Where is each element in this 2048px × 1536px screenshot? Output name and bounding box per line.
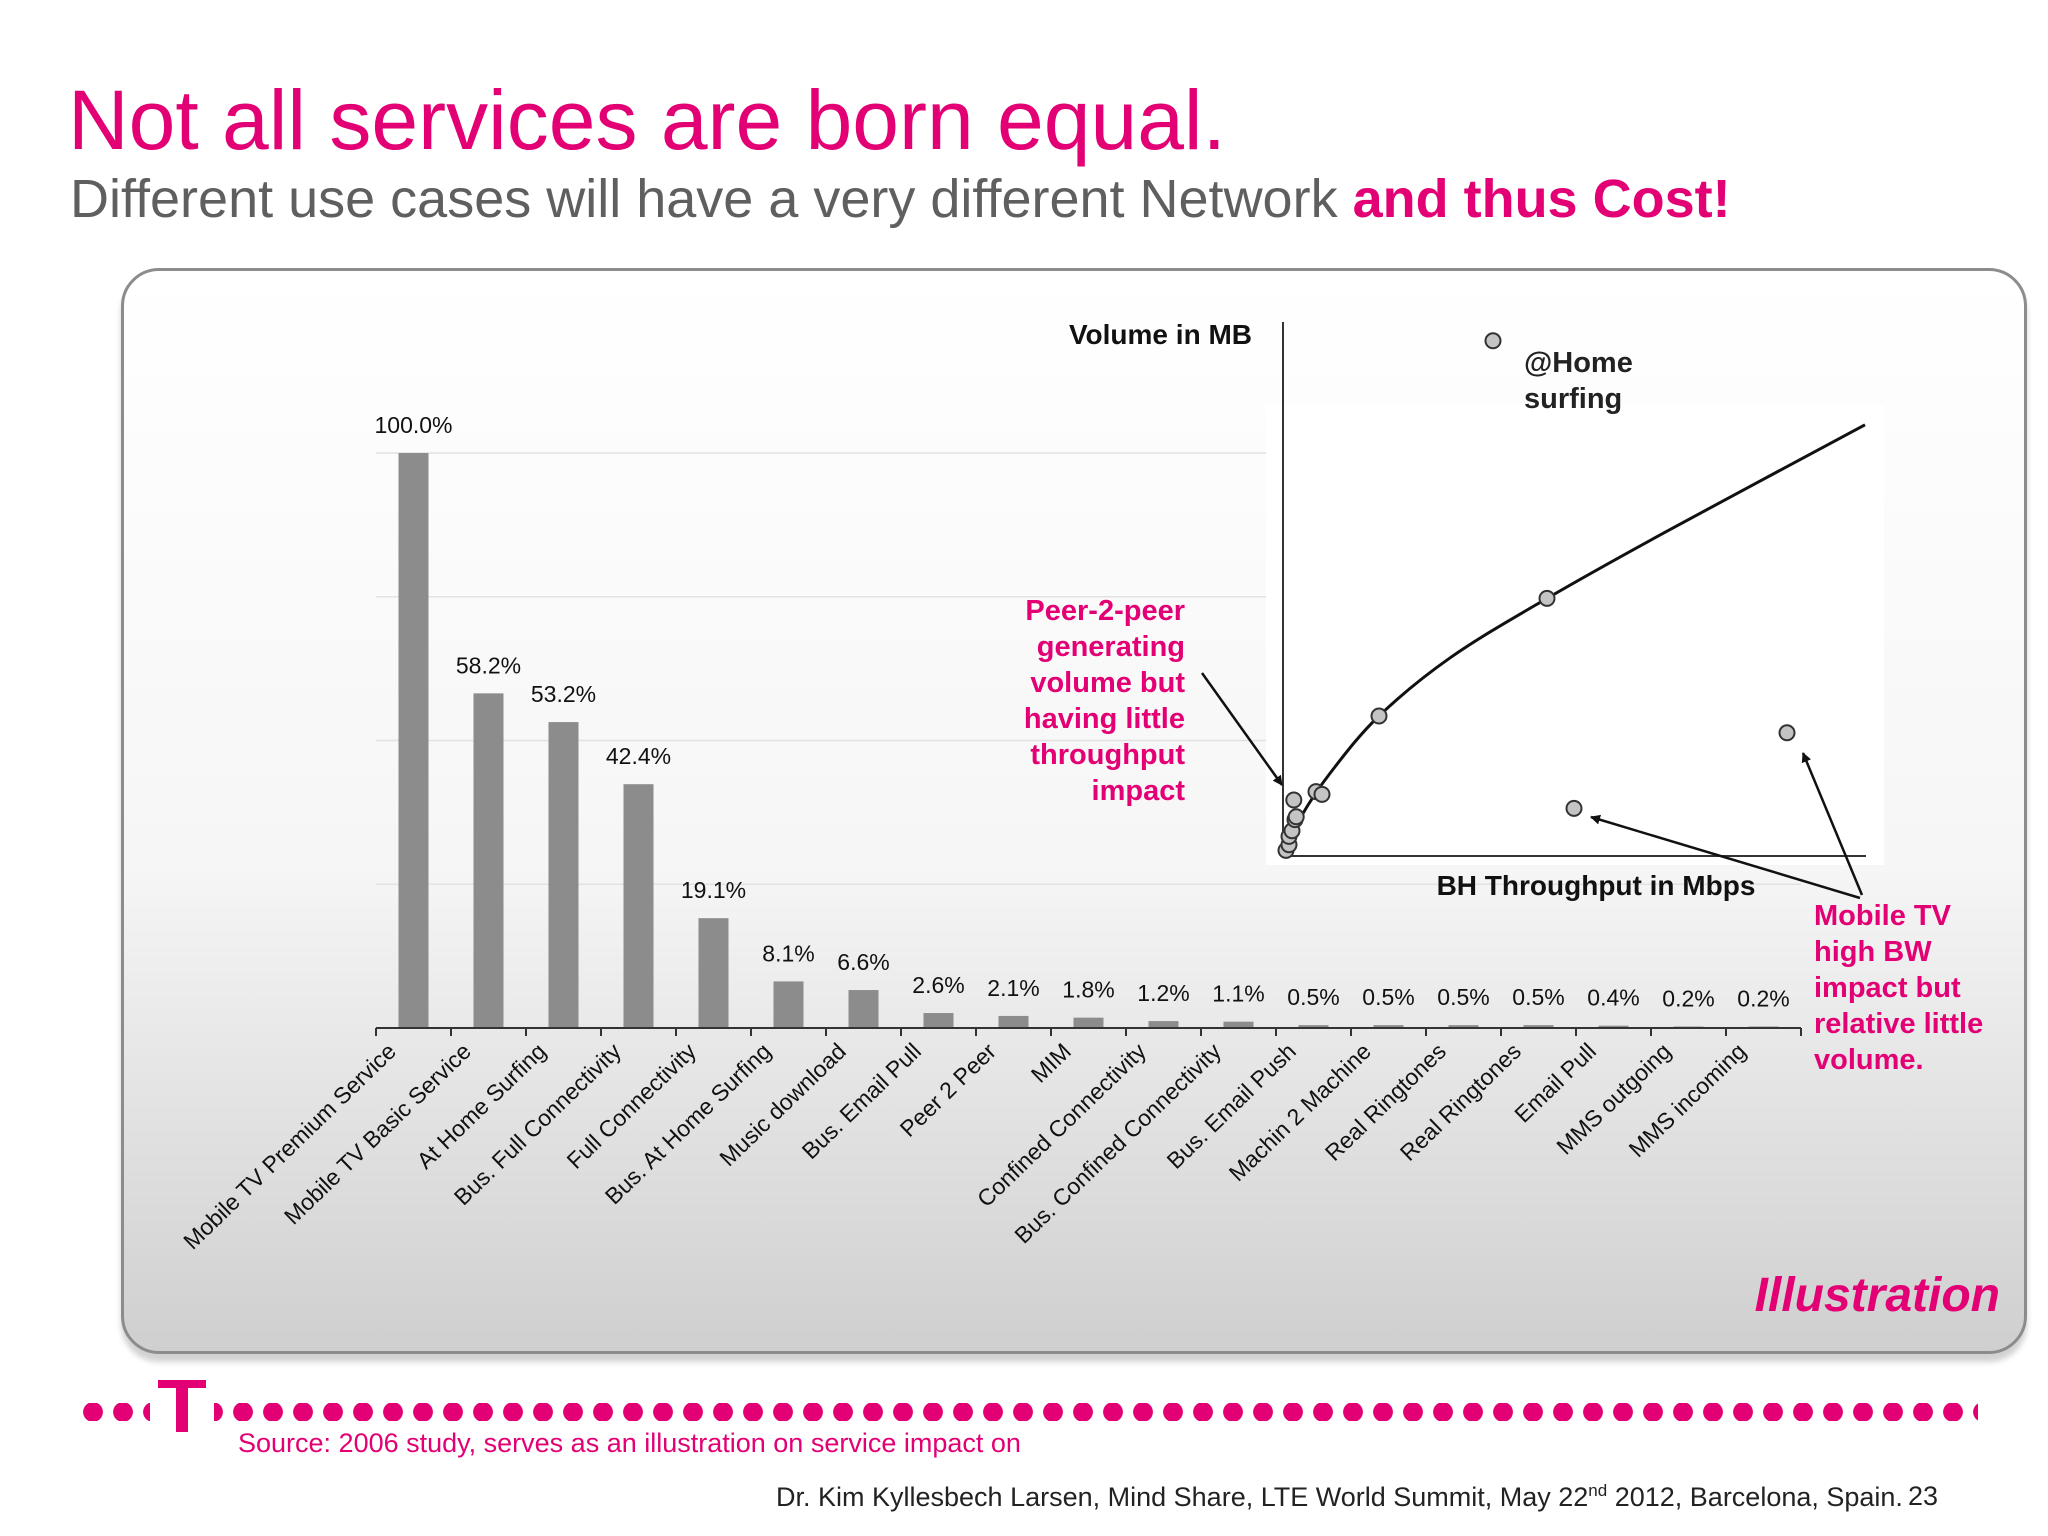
bar xyxy=(1598,1025,1629,1028)
slide-title: Not all services are born equal. xyxy=(68,73,1226,167)
scatter-point xyxy=(1538,589,1556,607)
bar-data-label: 0.5% xyxy=(1512,984,1564,1010)
credit-text: Dr. Kim Kyllesbech Larsen, Mind Share, L… xyxy=(776,1482,1589,1512)
bar-data-label: 2.6% xyxy=(912,972,964,998)
bar-data-label: 1.2% xyxy=(1137,980,1189,1006)
bar xyxy=(923,1013,954,1028)
bar xyxy=(698,918,729,1028)
presenter-credit: Dr. Kim Kyllesbech Larsen, Mind Share, L… xyxy=(776,1481,1903,1513)
annotation-line: volume. xyxy=(1814,1044,1924,1076)
bar-data-label: 6.6% xyxy=(837,949,889,975)
bar xyxy=(1298,1025,1329,1028)
bar xyxy=(1223,1021,1254,1028)
annotation-mobile-tv: Mobile TV high BW impact but relative littl… xyxy=(1814,900,1983,1076)
arrow-peer-2-peer xyxy=(1200,672,1284,786)
scatter-annotations: @Home surfing Peer-2-peer generating volume… xyxy=(1024,347,1983,1076)
bar-data-label: 8.1% xyxy=(762,940,814,966)
bar xyxy=(398,453,429,1028)
scatter-point xyxy=(1287,808,1305,826)
credit-superscript: nd xyxy=(1588,1481,1608,1500)
scatter-chart xyxy=(1266,405,1884,865)
bar-data-label: 100.0% xyxy=(374,412,452,438)
annotation-line: impact but xyxy=(1814,972,1961,1004)
annotation-line: high BW xyxy=(1814,936,1932,968)
annotation-line: having little xyxy=(1024,703,1185,735)
bar xyxy=(473,693,504,1028)
annotation-line: impact xyxy=(1092,775,1186,807)
bar-data-label: 19.1% xyxy=(681,877,746,903)
annotation-peer-2-peer: Peer-2-peer generating volume but having li… xyxy=(1024,595,1185,807)
footer-dot-line xyxy=(78,1403,1978,1421)
bar-data-label: 0.5% xyxy=(1362,984,1414,1010)
bar-data-label: 0.4% xyxy=(1587,985,1639,1011)
page-number: 23 xyxy=(1908,1481,1939,1511)
credit-text-end: 2012, Barcelona, Spain. xyxy=(1607,1482,1903,1512)
bar-data-label: 2.1% xyxy=(987,975,1039,1001)
bar xyxy=(848,990,879,1028)
scatter-point xyxy=(1565,799,1583,817)
subtitle-accent: and thus Cost! xyxy=(1352,169,1731,229)
bar xyxy=(623,784,654,1028)
bar-data-label: 0.2% xyxy=(1662,986,1714,1012)
annotation-home-surfing: @Home surfing xyxy=(1524,347,1633,415)
bar-data-label: 1.1% xyxy=(1212,981,1264,1007)
bar xyxy=(1148,1021,1179,1028)
bar-category-label: Bus. Email Push xyxy=(1162,1038,1301,1174)
logo-t-stem xyxy=(176,1380,188,1432)
scatter-legend-marker xyxy=(1484,332,1502,350)
annotation-line: relative little xyxy=(1814,1008,1983,1040)
scatter-point xyxy=(1370,707,1388,725)
arrow-mobile-tv-low xyxy=(1590,814,1861,900)
bar xyxy=(998,1015,1029,1028)
bar-category-label: At Home Surfing xyxy=(412,1038,551,1174)
arrow-mobile-tv-high xyxy=(1801,752,1864,896)
bar-data-label: 0.2% xyxy=(1737,986,1789,1012)
bar xyxy=(548,722,579,1028)
scatter-point xyxy=(1285,791,1303,809)
annotation-line: volume but xyxy=(1030,667,1185,699)
annotation-line: @Home xyxy=(1524,347,1633,379)
annotation-line: Mobile TV xyxy=(1814,900,1952,932)
scatter-point xyxy=(1313,785,1331,803)
bar-data-label: 58.2% xyxy=(456,652,521,678)
scatter-x-axis-label: BH Throughput in Mbps xyxy=(1437,870,1756,901)
illustration-label: Illustration xyxy=(1755,1269,2000,1322)
bar-data-label: 1.8% xyxy=(1062,977,1114,1003)
bar-category-label: Music download xyxy=(714,1038,851,1171)
bar-data-label: 42.4% xyxy=(606,743,671,769)
scatter-axes: Volume in MB BH Throughput in Mbps xyxy=(1069,319,1866,901)
annotation-line: generating xyxy=(1037,631,1185,663)
scatter-point xyxy=(1778,724,1796,742)
bar-data-label: 0.5% xyxy=(1437,984,1489,1010)
source-note: Source: 2006 study, serves as an illustr… xyxy=(238,1428,1021,1458)
bar-data-label: 53.2% xyxy=(531,681,596,707)
bar xyxy=(1523,1025,1554,1028)
bar-category-label: MIM xyxy=(1026,1038,1076,1088)
bar xyxy=(1448,1025,1479,1028)
bar-chart: 100.0% 58.2% 53.2% 42.4% 19.1% 8.1% 6.6% 2.6% 2.… xyxy=(374,412,1790,1028)
bar-category-label: Full Connectivity xyxy=(562,1038,702,1174)
scatter-y-axis-label: Volume in MB xyxy=(1069,319,1252,350)
annotation-line: surfing xyxy=(1524,383,1622,415)
scatter-plot-area xyxy=(1266,405,1884,865)
annotation-line: throughput xyxy=(1030,739,1185,771)
annotation-line: Peer-2-peer xyxy=(1025,595,1185,627)
bar-data-label: 0.5% xyxy=(1287,984,1339,1010)
slide-subtitle: Different use cases will have a very dif… xyxy=(70,168,1731,230)
scatter-marks xyxy=(1277,332,1866,859)
telekom-logo xyxy=(150,1372,214,1444)
bar-category-label: Machin 2 Machine xyxy=(1224,1038,1376,1186)
subtitle-plain: Different use cases will have a very dif… xyxy=(70,169,1338,229)
bar xyxy=(773,981,804,1028)
bar xyxy=(1073,1017,1104,1028)
bar xyxy=(1373,1025,1404,1028)
